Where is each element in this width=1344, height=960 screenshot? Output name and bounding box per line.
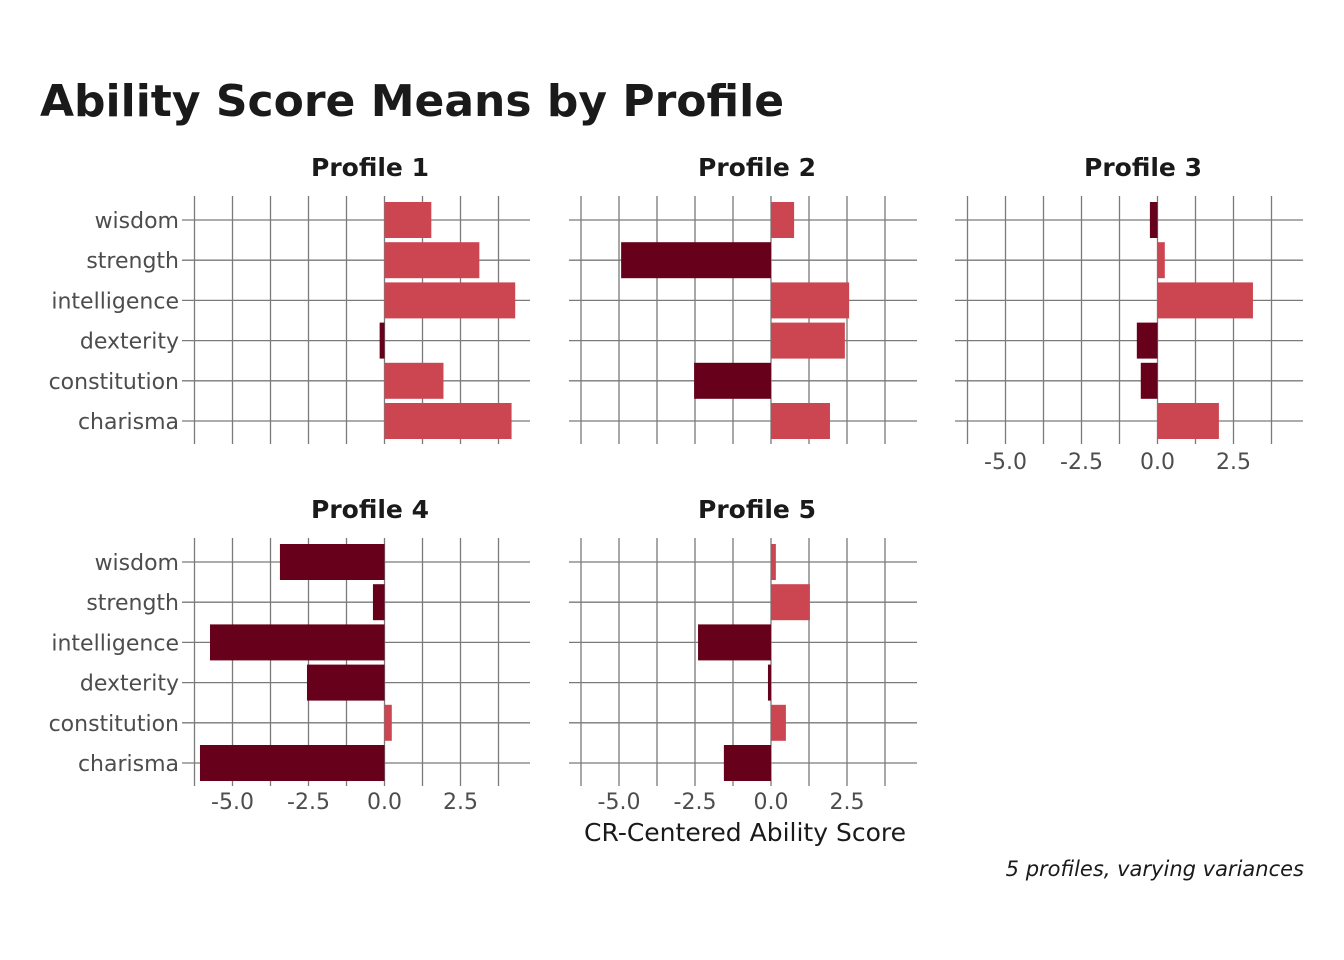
bar-dexterity [1136,322,1158,359]
bar-constitution [694,362,771,399]
y-tick-label: wisdom [95,209,179,234]
panel-2: Profile 2 [569,153,917,444]
y-tick-label: intelligence [51,289,179,314]
x-tick-label: 2.5 [1216,450,1251,475]
y-tick-label: dexterity [80,330,179,355]
x-tick-label: 2.5 [830,790,865,815]
bar-wisdom [771,544,776,580]
bar-strength [1157,242,1165,279]
panel-title: Profile 3 [1084,153,1202,182]
y-tick-label: charisma [78,752,179,777]
x-tick-label: -5.0 [598,790,641,815]
bar-dexterity [306,664,385,701]
panel-1: Profile 1 wisdom strength intelligence dexte… [49,153,530,444]
y-tick-label: wisdom [95,551,179,576]
x-tick-label: -5.0 [211,790,254,815]
x-tick-label: 0.0 [754,790,789,815]
y-tick-label: strength [86,249,179,274]
bar-charisma [771,403,830,439]
y-tick-label: intelligence [51,631,179,656]
chart-title: Ability Score Means by Profile [40,76,784,127]
panel-title: Profile 5 [698,495,816,524]
bar-wisdom [384,202,432,238]
panel-3: Profile 3 -5.0 -2.5 0.0 2.5 [955,153,1303,475]
bar-charisma [199,745,385,781]
panel-5: Profile 5 -5.0 -2.5 0.0 2.5 [569,495,917,815]
bar-intelligence [210,624,385,661]
bar-charisma [384,403,512,439]
x-tick-label: -2.5 [674,790,717,815]
bar-wisdom [1149,202,1158,238]
panel-title: Profile 1 [311,153,429,182]
y-tick-label: strength [86,591,179,616]
chart-caption: 5 profiles, varying variances [1006,857,1304,881]
bar-constitution [771,704,786,741]
bar-dexterity [767,664,771,701]
x-tick-label: -5.0 [984,450,1027,475]
y-tick-label: constitution [49,712,179,737]
x-tick-label: 0.0 [367,790,402,815]
panel-4: Profile 4 wisdom strength intelligence dexte… [49,495,530,815]
bar-dexterity [379,322,385,359]
bar-charisma [723,745,771,781]
bar-intelligence [698,624,771,661]
x-tick-label: -2.5 [1060,450,1103,475]
bar-strength [384,242,480,279]
bar-wisdom [279,544,385,580]
bar-charisma [1157,403,1219,439]
bar-constitution [384,704,392,741]
panel-title: Profile 2 [698,153,816,182]
bar-intelligence [771,282,850,319]
y-tick-label: charisma [78,410,179,435]
panel-title: Profile 4 [311,495,429,524]
y-tick-label: dexterity [80,672,179,697]
bar-intelligence [1157,282,1253,319]
bar-wisdom [771,202,795,238]
bar-strength [621,242,771,279]
x-tick-label: 2.5 [443,790,478,815]
bar-dexterity [771,322,845,359]
x-axis-label: CR-Centered Ability Score [584,818,906,847]
bar-strength [372,584,385,621]
x-tick-label: -2.5 [287,790,330,815]
bar-constitution [384,362,444,399]
panels: Profile 1 wisdom strength intelligence dexte… [49,153,1303,815]
y-tick-label: constitution [49,370,179,395]
bar-intelligence [384,282,516,319]
bar-constitution [1140,362,1158,399]
bar-strength [771,584,810,621]
x-tick-label: 0.0 [1140,450,1175,475]
